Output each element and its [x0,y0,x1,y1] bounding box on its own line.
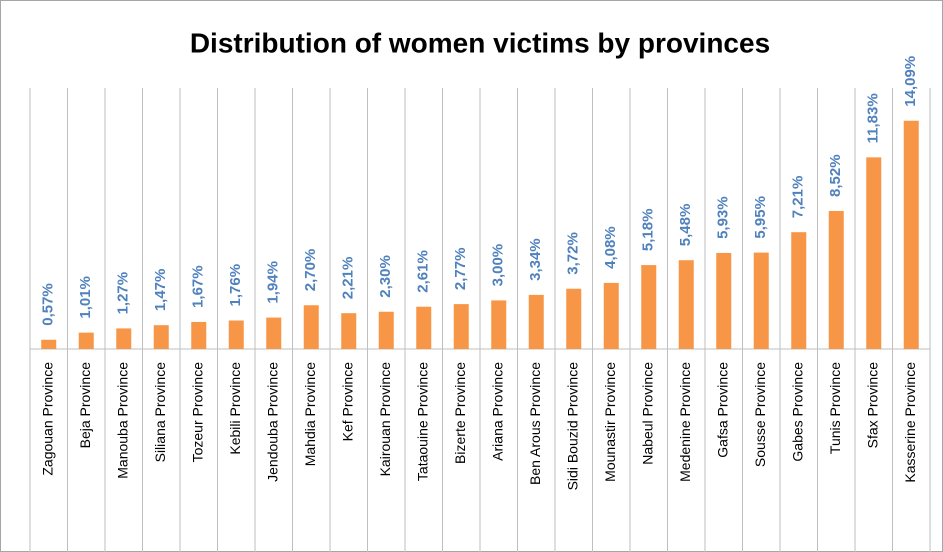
data-label: 1,47% [152,269,169,312]
bar [266,317,282,349]
data-label: 2,21% [340,257,357,300]
data-label: 2,61% [415,250,432,293]
x-tick-label: Kef Province [339,362,355,442]
bar [528,294,544,349]
bar [378,311,394,349]
x-tick-label: Kairouan Province [377,362,393,477]
x-tick-label: Mahdia Province [302,362,318,466]
bar [491,300,507,349]
bar [753,252,769,349]
bar [641,265,657,349]
bar [566,288,582,349]
x-tick-label: Beja Province [77,362,93,449]
x-tick-label: Jendouba Province [264,362,280,482]
bar [78,332,94,349]
x-tick-label: Gabes Province [789,362,805,462]
x-tick-label: Tataouine Province [414,362,430,481]
bar [41,339,57,349]
data-label: 4,08% [602,226,619,269]
data-label: 1,67% [190,265,207,308]
bar [228,320,244,349]
bar [903,120,919,349]
bar [191,321,207,349]
data-label: 3,34% [527,238,544,281]
data-label: 1,94% [265,261,282,304]
bar [828,210,844,349]
data-label: 8,52% [827,154,844,197]
data-label: 2,30% [377,255,394,298]
data-label: 5,18% [640,209,657,252]
x-tick-label: Sousse Province [752,362,768,467]
data-label: 7,21% [790,176,807,219]
data-label: 14,09% [902,56,919,107]
x-tick-label: Nabeul Province [639,362,655,465]
x-tick-label: Zagouan Province [39,362,55,476]
bar [341,313,357,349]
bar [153,325,169,349]
x-tick-label: Ben Arous Province [527,362,543,485]
bar [716,252,732,349]
x-tick-label: Medenine Province [677,362,693,482]
data-label: 2,77% [452,248,469,291]
x-tick-label: Bizerte Province [452,362,468,464]
data-label: 5,95% [752,196,769,239]
data-label: 5,48% [677,204,694,247]
x-tick-label: Ariana Province [489,362,505,461]
bar [116,328,132,349]
x-tick-label: Mounastir Province [602,362,618,482]
data-label: 11,83% [865,93,882,143]
x-tick-label: Sfax Province [864,362,880,449]
x-tick-label: Kebili Province [227,362,243,455]
x-tick-label: Kasserine Province [902,362,918,483]
data-label: 1,76% [227,264,244,307]
x-tick-label: Tunis Province [827,362,843,454]
chart-title: Distribution of women victims by provinc… [190,27,770,58]
bar [303,305,319,349]
data-label: 1,01% [77,276,94,319]
data-label: 3,00% [490,244,507,287]
bar [678,260,694,349]
bar [416,306,432,349]
bar [453,304,469,349]
data-label: 3,72% [565,232,582,275]
data-label: 2,70% [302,249,319,292]
x-tick-label: Tozeur Province [189,362,205,463]
x-tick-label: Siliana Province [152,362,168,463]
data-label: 1,27% [115,272,132,315]
x-tick-label: Sidi Bouzid Province [564,362,580,491]
bar [603,282,619,349]
bar [866,157,882,349]
bar [791,232,807,349]
x-tick-label: Gafsa Province [714,362,730,458]
x-tick-label: Manouba Province [114,362,130,479]
data-label: 0,57% [40,283,57,326]
data-label: 5,93% [715,196,732,239]
